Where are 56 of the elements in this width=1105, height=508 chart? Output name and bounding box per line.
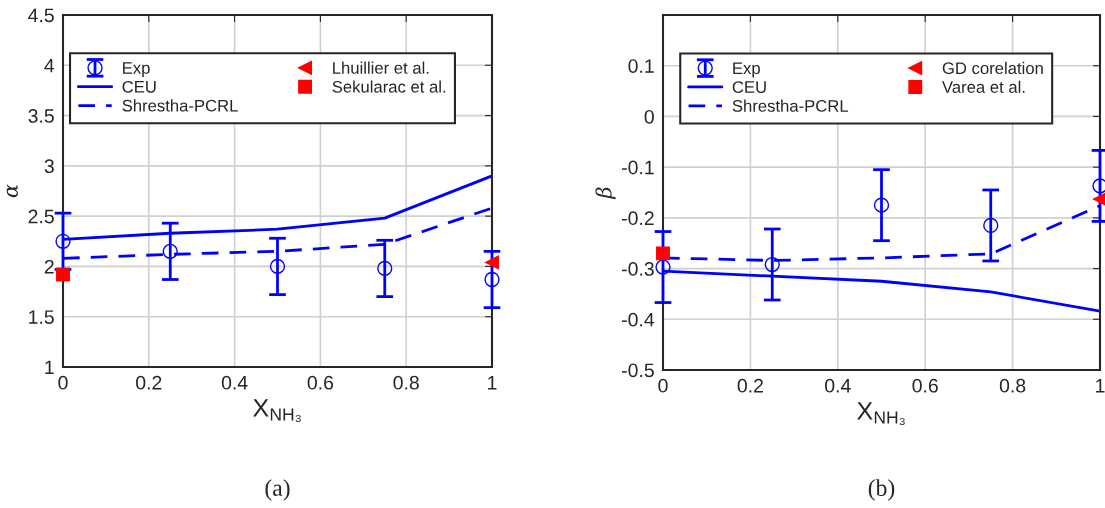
y-tick-label: 4 bbox=[44, 58, 55, 73]
point bbox=[764, 256, 780, 273]
x-tick-label: 1 bbox=[1096, 379, 1105, 393]
y-axis-title: α bbox=[6, 184, 18, 198]
x-tick-label: 0.4 bbox=[825, 378, 851, 393]
legend-label: CEU bbox=[732, 81, 766, 93]
point bbox=[162, 243, 178, 259]
y-tick-label: -0.2 bbox=[622, 211, 654, 226]
x-tick-label: 0.8 bbox=[999, 378, 1026, 393]
x-axis-title: X$_{NH₃}$ bbox=[857, 402, 905, 426]
x-tick-label: 0 bbox=[658, 378, 668, 393]
point bbox=[377, 260, 393, 277]
x-tick-label: 0.4 bbox=[221, 375, 248, 390]
x-tick-label: 0.2 bbox=[737, 378, 763, 393]
legend-label: Shrestha-PCRL bbox=[732, 99, 849, 112]
x-tick-label: 0 bbox=[58, 375, 68, 390]
y-tick-label: -0.4 bbox=[622, 312, 655, 327]
legend-label: Shrestha-PCRL bbox=[122, 99, 238, 112]
x-tick-label: 0.8 bbox=[393, 375, 419, 390]
legend-label: GD corelation bbox=[942, 61, 1043, 75]
x-axis-title: X$_{NH₃}$ bbox=[253, 399, 301, 423]
y-tick-label: 3.5 bbox=[28, 109, 54, 123]
point bbox=[484, 271, 500, 288]
point bbox=[269, 258, 286, 275]
text: (a) bbox=[265, 479, 290, 501]
y-tick-label: 1 bbox=[45, 360, 54, 375]
legend-label: Exp bbox=[733, 62, 760, 78]
point bbox=[873, 197, 890, 213]
x-tick-label: 1 bbox=[488, 376, 497, 390]
y-tick-label: 2 bbox=[44, 259, 54, 274]
y-tick-label: 0 bbox=[644, 109, 654, 124]
legend-label: Lhuillier et al. bbox=[333, 61, 429, 74]
legend-label: CEU bbox=[122, 80, 156, 93]
point bbox=[1093, 192, 1105, 207]
point bbox=[655, 259, 671, 275]
legend-label: Varea et al. bbox=[942, 80, 1025, 93]
y-tick-label: 4.5 bbox=[28, 8, 54, 23]
point bbox=[56, 267, 70, 282]
y-tick-label: -0.5 bbox=[622, 363, 654, 378]
y-tick-label: -0.3 bbox=[622, 262, 654, 276]
point bbox=[485, 255, 499, 270]
y-tick-label: 2.5 bbox=[28, 209, 54, 224]
y-tick-label: 0.1 bbox=[628, 59, 654, 73]
y-tick-label: 1.5 bbox=[29, 310, 54, 324]
y-tick-label: -0.1 bbox=[622, 160, 654, 175]
legend-label: Exp bbox=[123, 62, 150, 78]
point bbox=[656, 246, 670, 261]
legend-label: Sekularac et al. bbox=[332, 80, 446, 93]
x-tick-label: 0.2 bbox=[136, 375, 162, 390]
x-tick-label: 0.6 bbox=[307, 375, 334, 390]
text: (b) bbox=[868, 479, 895, 501]
point bbox=[55, 233, 71, 249]
y-axis-title: β bbox=[595, 187, 616, 200]
point bbox=[983, 217, 999, 234]
x-tick-label: 0.6 bbox=[912, 378, 938, 393]
y-tick-label: 3 bbox=[44, 159, 54, 174]
